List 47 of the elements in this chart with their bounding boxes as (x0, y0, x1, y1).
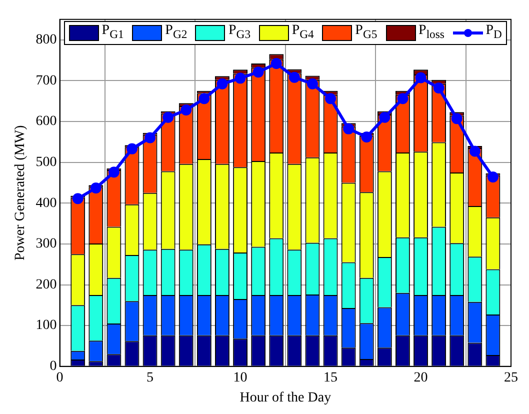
legend-label: P$_{G2}$ (165, 23, 188, 44)
legend-label: P$_{G3}$ (228, 23, 251, 44)
point (144, 132, 156, 144)
y-tick-label: 400 (36, 196, 57, 211)
point (162, 112, 174, 123)
point (234, 72, 246, 84)
y-tick-label: 500 (36, 154, 57, 170)
legend-label: P$_{G5}$ (355, 23, 378, 44)
y-tick-label: 300 (36, 236, 57, 252)
point (270, 58, 282, 69)
y-tick-label: 0 (50, 359, 57, 374)
y-tick-label: 600 (36, 114, 57, 130)
point (469, 146, 480, 157)
point (433, 82, 444, 94)
legend-label: P$_{loss}$ (418, 23, 444, 44)
x-tick-label: 25 (504, 370, 518, 386)
y-tick-label: 200 (36, 277, 57, 292)
point (397, 93, 408, 104)
point (306, 78, 318, 90)
x-tick-label: 20 (414, 370, 428, 386)
y-tick-label: 100 (36, 318, 57, 334)
point (90, 182, 102, 194)
x-axis-title: Hour of the Day (240, 390, 332, 406)
point (288, 72, 300, 83)
point (343, 123, 354, 134)
point (108, 166, 120, 178)
point (198, 93, 210, 104)
point (216, 78, 228, 90)
point (180, 104, 192, 116)
x-tick-label: 15 (324, 370, 338, 386)
point (451, 113, 462, 124)
point (379, 112, 390, 123)
point (325, 93, 336, 104)
point (361, 131, 372, 142)
y-axis-title: Power Generated (MW) (13, 124, 28, 261)
legend-label: P$_{G4}$ (292, 23, 314, 44)
x-tick-label: 5 (146, 370, 154, 386)
point (252, 66, 264, 78)
point (126, 143, 138, 154)
point (487, 171, 498, 182)
point (72, 193, 84, 204)
legend-label: P$_{D}$ (486, 23, 502, 44)
y-tick-label: 800 (36, 32, 57, 48)
point (415, 72, 426, 84)
x-tick-label: 10 (233, 370, 248, 386)
legend-label: P$_{G1}$ (102, 23, 124, 44)
y-tick-label: 700 (36, 73, 57, 88)
